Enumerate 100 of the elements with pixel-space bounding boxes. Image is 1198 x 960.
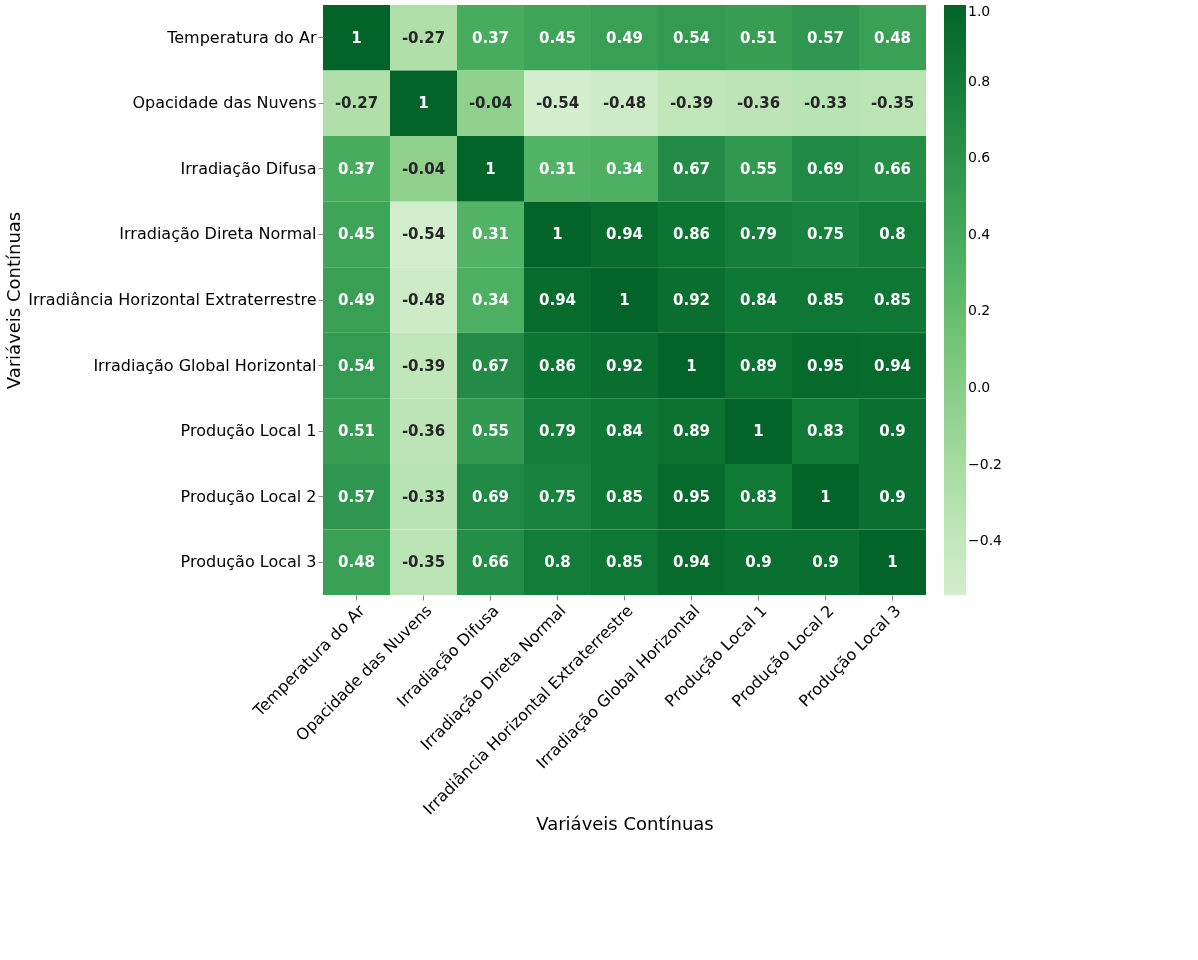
y-axis-title: Variáveis Contínuas [2,211,24,390]
data-label: -0.48 [401,291,446,309]
data-label: 0.37 [471,28,510,47]
data-label: 0.79 [739,225,778,244]
data-label: 0.45 [538,28,577,47]
y-tick-label: Irradiação Difusa [180,158,317,178]
data-label: 1 [418,94,429,113]
data-label: 0.84 [605,422,644,441]
data-label: 1 [820,487,831,506]
color-bar-label: 0.0 [968,379,991,396]
data-label: 0.57 [806,28,845,47]
data-label: 0.55 [471,422,510,441]
data-label: 0.94 [672,553,711,572]
y-tick-label: Temperatura do Ar [166,27,317,47]
data-label: 0.9 [879,487,906,506]
data-label: 0.85 [806,291,845,309]
data-label: 0.9 [745,553,772,572]
data-label: 0.94 [605,225,644,244]
data-label: 0.31 [471,225,510,244]
data-label: 0.48 [337,553,376,572]
data-label: 0.31 [538,159,577,178]
data-label: 0.83 [739,487,778,506]
data-label: 0.83 [806,422,845,441]
color-bar-label: 1.0 [968,3,991,19]
color-bar-label: 0.4 [968,225,991,242]
data-label: 0.69 [806,159,845,178]
data-label: -0.33 [401,487,446,506]
y-tick-label: Produção Local 2 [180,486,317,506]
data-label: 0.51 [739,28,778,47]
data-label: 0.67 [672,159,711,178]
data-label: 0.85 [605,553,644,572]
data-label: 0.95 [806,356,845,375]
color-bar-label: −0.2 [968,455,1002,472]
data-label: 0.8 [544,553,571,572]
data-label: 0.94 [873,356,912,375]
data-label: 0.67 [471,356,510,375]
data-label: -0.48 [602,94,647,113]
data-label: 1 [887,553,898,572]
data-label: 0.79 [538,422,577,441]
data-label: 1 [351,28,362,47]
y-tick-label: Irradiação Global Horizontal [93,355,317,375]
data-label: -0.54 [535,94,580,113]
data-label: 0.94 [538,291,577,309]
data-label: -0.35 [870,94,915,113]
data-label: 0.75 [806,225,845,244]
y-tick-label: Opacidade das Nuvens [132,93,317,113]
data-label: -0.36 [736,94,781,113]
data-label: -0.39 [401,356,446,375]
data-label: 0.86 [672,225,711,244]
data-label: 0.49 [337,291,376,309]
data-label: 0.85 [873,291,912,309]
data-label: -0.33 [803,94,848,113]
data-label: -0.39 [669,94,714,113]
data-label: 0.95 [672,487,711,506]
data-label: 1 [552,225,563,244]
data-label: 0.9 [879,422,906,441]
data-label: -0.27 [334,94,379,113]
data-label: 0.37 [337,159,376,178]
data-label: 0.66 [471,553,510,572]
data-label: 0.89 [739,356,778,375]
color-bar-label: 0.8 [968,72,991,89]
data-label: 0.9 [812,553,839,572]
data-label: 1 [753,422,764,441]
color-bar-label: −0.4 [968,532,1003,549]
x-axis-title: Variáveis Contínuas [536,812,714,834]
data-label: 0.34 [471,291,510,309]
y-tick-label: Irradiação Direta Normal [119,224,317,244]
data-label: 0.84 [739,291,778,309]
data-label: 0.89 [672,422,711,441]
data-label: 0.69 [471,487,510,506]
data-label: -0.35 [401,553,446,572]
data-label: -0.04 [401,159,446,178]
y-tick-label: Irradiância Horizontal Extraterrestre [28,290,317,309]
data-label: 0.49 [605,28,644,47]
data-label: 0.45 [337,225,376,244]
y-tick-label: Produção Local 1 [180,421,317,441]
data-label: 0.34 [605,159,644,178]
color-bar-label: 0.2 [968,302,991,319]
data-label: -0.27 [401,28,446,47]
data-label: 0.75 [538,487,577,506]
data-label: -0.36 [401,422,446,441]
data-label: 1 [686,356,697,375]
data-label: 0.8 [879,225,906,244]
data-label: 0.85 [605,487,644,506]
data-label: 0.51 [337,422,376,441]
data-label: 0.92 [605,356,644,375]
data-label: 0.86 [538,356,577,375]
data-label: 0.57 [337,487,376,506]
data-label: 0.55 [739,159,778,178]
data-label: 0.66 [873,159,912,178]
y-tick-label: Produção Local 3 [180,552,317,572]
data-label: 0.48 [873,28,912,47]
data-label: -0.54 [401,225,446,244]
data-label: 0.54 [337,356,376,375]
data-label: 0.54 [672,28,711,47]
data-label: 1 [619,291,630,309]
data-label: 1 [485,159,496,178]
color-bar-label: 0.6 [968,149,991,166]
data-label: -0.04 [468,94,513,113]
data-label: 0.92 [672,291,711,309]
